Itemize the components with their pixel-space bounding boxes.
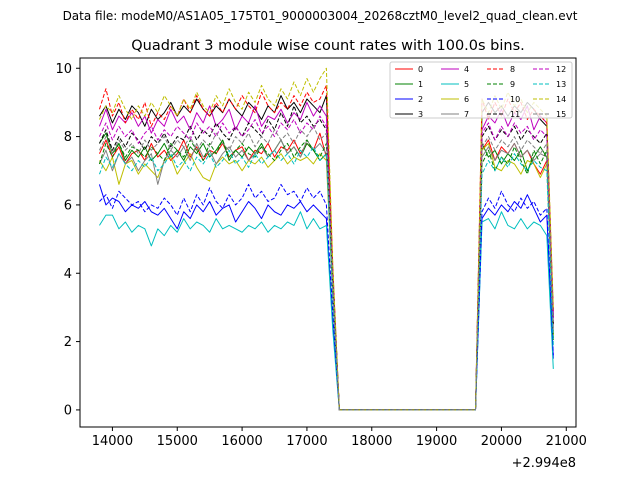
legend-label-11: 11: [510, 110, 520, 119]
legend-label-6: 6: [464, 95, 469, 104]
y-tick-label: 6: [64, 198, 72, 213]
series-line-0: [98, 132, 554, 411]
legend-label-12: 12: [556, 65, 566, 74]
x-tick-label: 19000: [416, 434, 457, 449]
legend-box: [389, 61, 573, 119]
figure-suptitle: Data file: modeM0/AS1A05_175T01_90000030…: [63, 9, 578, 23]
legend-label-8: 8: [510, 65, 515, 74]
x-tick-label: 18000: [351, 434, 392, 449]
x-tick-label: 15000: [157, 434, 198, 449]
y-tick-label: 4: [64, 267, 72, 282]
y-axis: 0 2 4 6 8 10: [55, 62, 80, 418]
series-line-2: [98, 184, 554, 411]
legend-label-5: 5: [464, 80, 469, 89]
series-line-6: [99, 142, 554, 411]
series-line-11: [98, 105, 554, 411]
plot-area: [98, 67, 554, 411]
legend-label-4: 4: [464, 65, 469, 74]
x-tick-label: 14000: [92, 434, 133, 449]
x-axis: 14000 15000 16000 17000 18000 19000 20000 21000: [92, 427, 587, 449]
y-tick-label: 2: [64, 335, 72, 350]
y-tick-label: 8: [64, 130, 72, 145]
y-tick-label: 10: [55, 62, 72, 77]
x-tick-label: 20000: [481, 434, 522, 449]
x-tick-label: 17000: [286, 434, 327, 449]
series-line-7: [98, 139, 554, 411]
x-offset-label: +2.994e8: [512, 456, 576, 471]
chart-title: Quadrant 3 module wise count rates with …: [131, 38, 525, 54]
y-tick-label: 0: [64, 403, 72, 418]
series-line-9: [98, 139, 554, 411]
x-tick-label: 16000: [221, 434, 262, 449]
legend-label-3: 3: [418, 110, 423, 119]
series-line-12: [98, 115, 554, 411]
series-line-5: [99, 211, 554, 411]
series-line-13: [98, 146, 554, 411]
x-tick-label: 21000: [546, 434, 587, 449]
legend-label-10: 10: [510, 95, 520, 104]
legend-label-9: 9: [510, 80, 515, 89]
legend-label-13: 13: [556, 80, 566, 89]
series-line-10: [99, 183, 554, 411]
legend-label-14: 14: [556, 95, 566, 104]
series-line-15: [98, 125, 554, 411]
legend-label-2: 2: [418, 95, 423, 104]
legend-label-0: 0: [418, 65, 423, 74]
legend-label-7: 7: [464, 110, 469, 119]
axes-frame: [79, 57, 577, 428]
legend-label-15: 15: [556, 110, 566, 119]
legend-label-1: 1: [418, 80, 423, 89]
